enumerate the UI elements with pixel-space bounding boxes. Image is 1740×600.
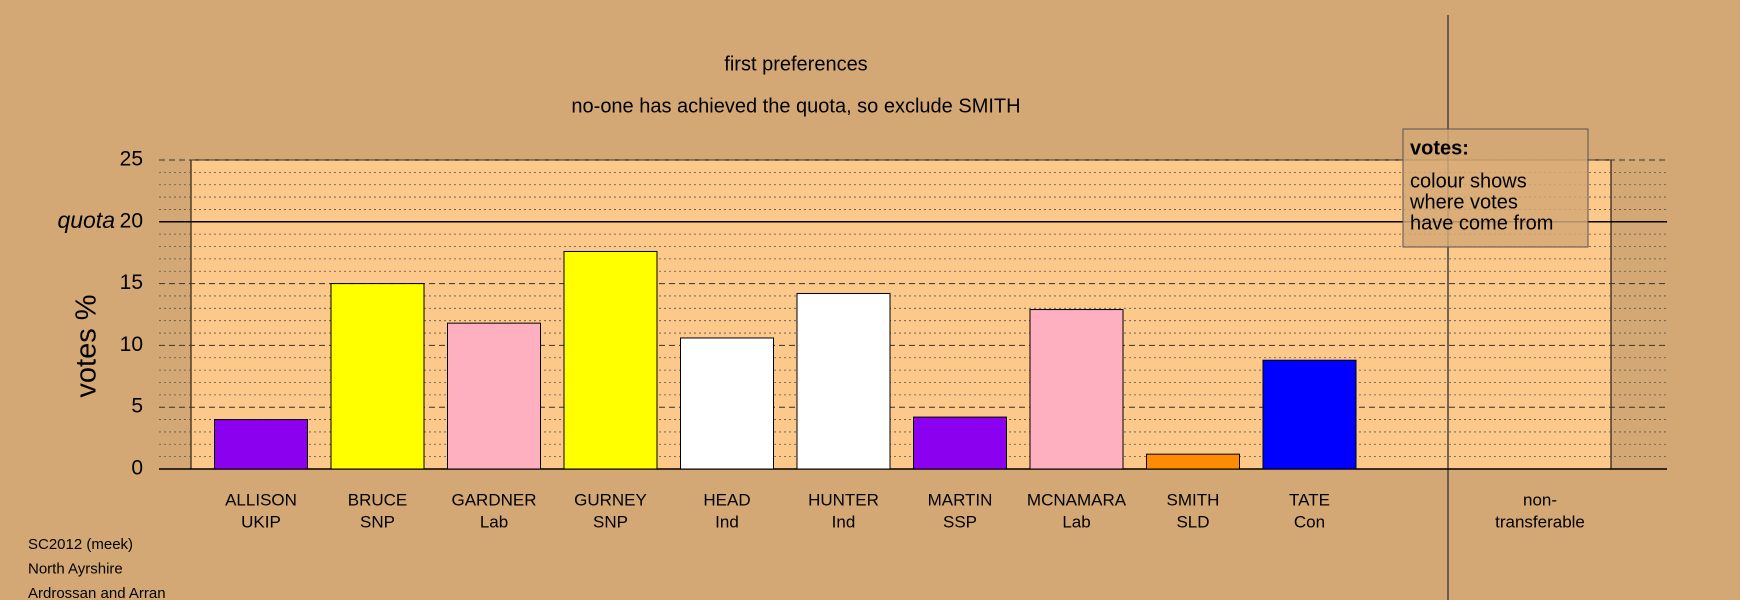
bar [330, 283, 425, 470]
x-tick-label: GURNEY [574, 490, 647, 509]
footer-text: North Ayrshire [28, 560, 123, 577]
x-tick-label: HUNTER [808, 490, 879, 509]
bar [563, 250, 658, 470]
x-tick-label: Lab [480, 512, 508, 531]
x-tick-label: SNP [593, 512, 628, 531]
legend-text: have come from [1410, 212, 1553, 234]
y-tick-label: 20 [120, 209, 143, 232]
bar [913, 416, 1007, 470]
x-tick-label: HEAD [703, 490, 750, 509]
y-tick-label: 10 [120, 333, 143, 356]
x-tick-label: ALLISON [225, 490, 297, 509]
x-tick-label: GARDNER [451, 490, 536, 509]
quota-label: quota [57, 207, 115, 233]
x-tick-label: non- [1523, 490, 1557, 509]
chart-subtitle: no-one has achieved the quota, so exclud… [571, 95, 1020, 117]
x-tick-label: SNP [360, 512, 395, 531]
x-tick-label: SSP [943, 512, 977, 531]
legend-text: colour shows [1410, 170, 1527, 192]
bar [214, 419, 308, 470]
x-tick-label: Ind [715, 512, 739, 531]
x-tick-label: Lab [1062, 512, 1090, 531]
footer-text: SC2012 (meek) [28, 536, 133, 553]
bar [1146, 453, 1240, 470]
bar [796, 292, 891, 470]
y-tick-label: 0 [131, 457, 143, 480]
y-tick-label: 15 [120, 271, 143, 294]
x-tick-label: TATE [1289, 490, 1330, 509]
y-axis-label: votes % [71, 294, 103, 397]
bar [680, 337, 774, 470]
bar [1262, 359, 1357, 470]
legend-title: votes: [1410, 137, 1469, 159]
footer-text: Ardrossan and Arran [28, 585, 166, 600]
y-tick-label: 25 [120, 148, 143, 171]
chart-title: first preferences [724, 53, 867, 75]
x-tick-label: Ind [832, 512, 856, 531]
x-tick-label: MARTIN [928, 490, 993, 509]
bar [447, 322, 541, 470]
x-tick-label: SMITH [1167, 490, 1220, 509]
x-tick-label: MCNAMARA [1027, 490, 1127, 509]
legend-text: where votes [1409, 191, 1518, 213]
legend-box [1402, 128, 1589, 248]
plot-area [190, 159, 1612, 470]
bar [1029, 309, 1124, 470]
x-tick-label: Con [1294, 512, 1325, 531]
x-tick-label: BRUCE [348, 490, 408, 509]
x-tick-label: transferable [1495, 512, 1585, 531]
y-tick-label: 5 [131, 395, 143, 418]
x-tick-label: UKIP [241, 512, 281, 531]
x-tick-label: SLD [1176, 512, 1209, 531]
